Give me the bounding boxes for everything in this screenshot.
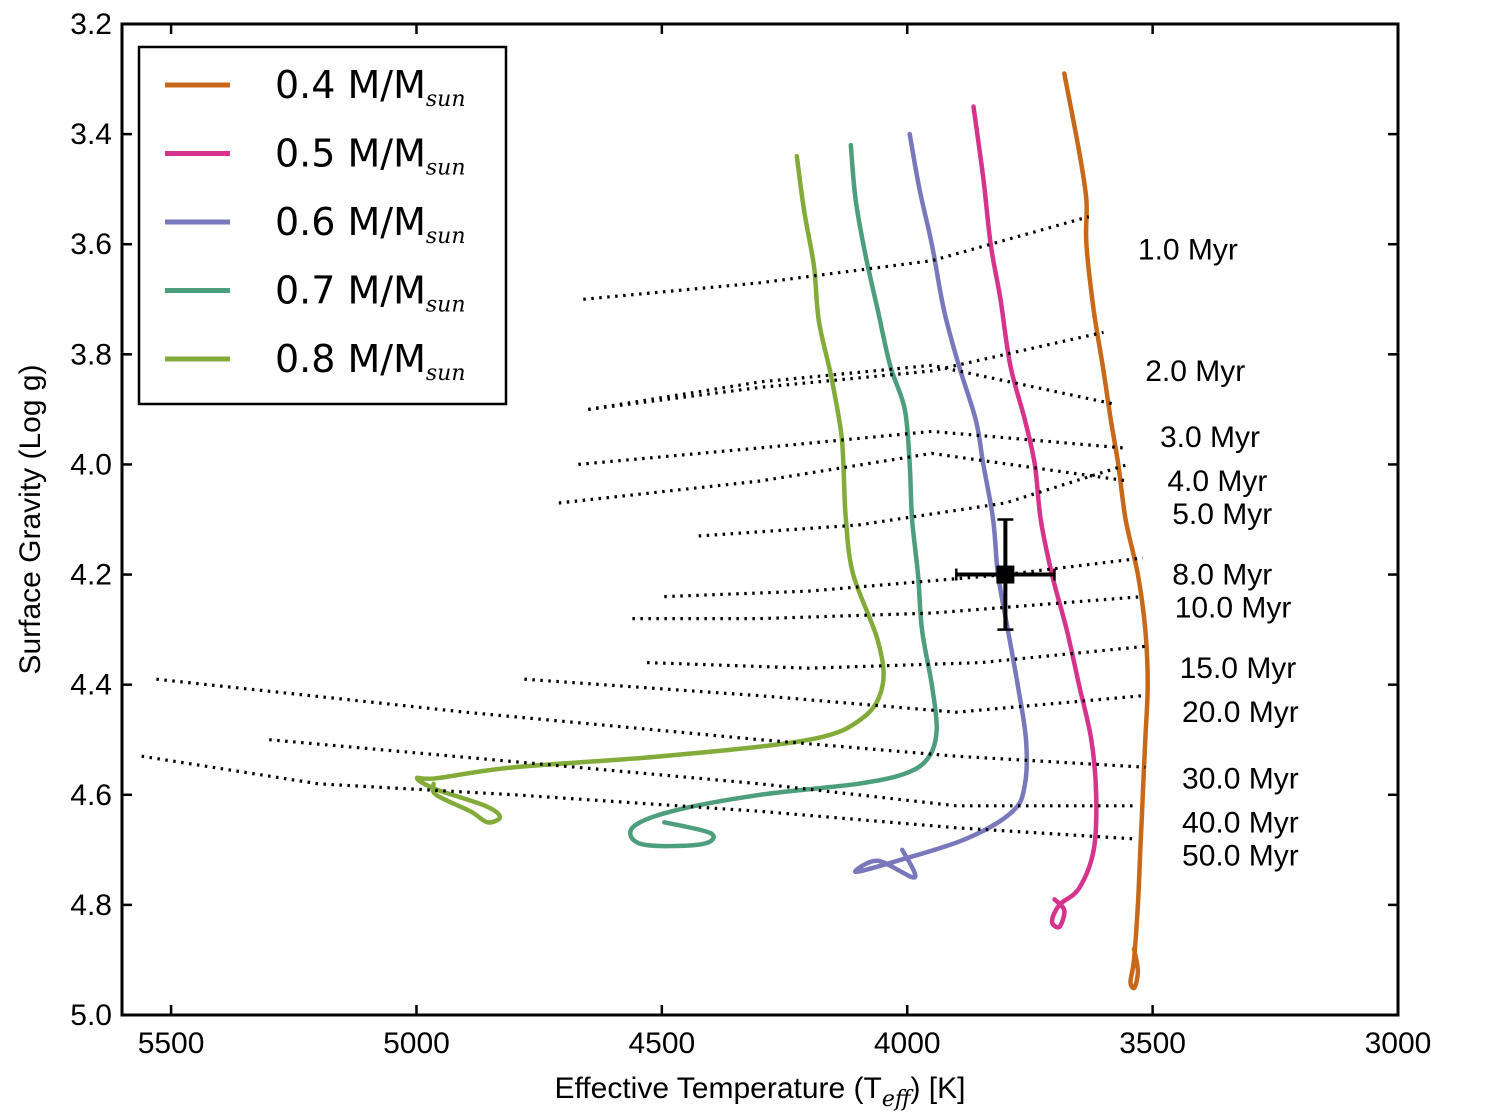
y-tick-label: 5.0: [70, 999, 112, 1032]
x-tick-label: 3500: [1119, 1027, 1186, 1060]
isochrone-label-40-0-myr: 40.0 Myr: [1182, 806, 1299, 839]
evolutionary-tracks: [414, 71, 1150, 991]
isochrone-label-20-0-myr: 20.0 Myr: [1182, 696, 1299, 729]
y-tick-label: 4.0: [70, 448, 112, 481]
y-tick-label: 4.8: [70, 889, 112, 922]
legend: 0.4 M/Msun 0.5 M/Msun 0.6 M/Msun 0.7 M/Msun…: [137, 45, 508, 406]
y-tick-label: 3.2: [70, 8, 112, 41]
x-tick-label: 3000: [1365, 1027, 1432, 1060]
isochrone-50-0-myr: [269, 738, 1138, 808]
isochrone-label-5-0-myr: 5.0 Myr: [1172, 498, 1272, 531]
legend-label: 0.4 M/Msun: [275, 63, 466, 112]
y-tick-label: 3.4: [70, 118, 112, 151]
isochrone-label-2-0-myr: 2.0 Myr: [1145, 355, 1245, 388]
y-axis-title: Surface Gravity (Log g): [14, 364, 47, 674]
y-tick-label: 4.6: [70, 779, 112, 812]
legend-label: 0.6 M/Msun: [275, 200, 466, 249]
isochrone-label-30-0-myr: 30.0 Myr: [1182, 762, 1299, 795]
plot-frame: [120, 22, 1400, 1017]
legend-label: 0.5 M/Msun: [275, 132, 466, 181]
y-tick-label: 4.2: [70, 559, 112, 592]
isochrone-2-0-myr: [587, 330, 1104, 411]
isochrone-label-50-0-myr: 50.0 Myr: [1182, 839, 1299, 872]
isochrone-unlabeled-12: [141, 754, 1134, 841]
isochrone-label-8-0-myr: 8.0 Myr: [1172, 559, 1272, 592]
isochrone-4-0-myr: [578, 429, 1124, 466]
isochrone-label-15-0-myr: 15.0 Myr: [1180, 652, 1297, 685]
track-0-4-m-m-sun: [1062, 71, 1150, 991]
x-tick-label: 5500: [138, 1027, 205, 1060]
isochrone-5-0-myr: [558, 451, 1129, 505]
measurement-errorbar: [955, 518, 1056, 631]
isochrone-8-0-myr: [698, 462, 1129, 538]
y-tick-label: 4.4: [70, 669, 112, 702]
isochrone-label-1-0-myr: 1.0 Myr: [1138, 234, 1238, 267]
x-tick-label: 4000: [874, 1027, 941, 1060]
track-0-8-m-m-sun: [414, 153, 886, 825]
isochrone-label-10-0-myr: 10.0 Myr: [1175, 592, 1292, 625]
isochrone-40-0-myr: [156, 677, 1146, 769]
y-axis-ticks: 3.2 3.4 3.6 3.8 4.0 4.2 4.4 4.6 4.8 5.0: [70, 8, 1398, 1032]
y-tick-label: 3.8: [70, 338, 112, 371]
isochrone-label-4-0-myr: 4.0 Myr: [1167, 465, 1267, 498]
x-tick-label: 5000: [383, 1027, 450, 1060]
isochrone-label-3-0-myr: 3.0 Myr: [1160, 421, 1260, 454]
measurement-point: [996, 565, 1015, 584]
track-0-6-m-m-sun: [853, 131, 1030, 880]
legend-box: [137, 45, 508, 406]
isochrone-20-0-myr: [647, 644, 1148, 670]
isochrone-3-0-myr: [587, 363, 1114, 411]
isochrone-lines: [141, 215, 1148, 841]
track-0-5-m-m-sun: [971, 104, 1099, 930]
x-axis-ticks: 5500 5000 4500 4000 3500 3000: [138, 24, 1432, 1060]
isochrone-30-0-myr: [524, 677, 1143, 714]
legend-label: 0.7 M/Msun: [275, 269, 466, 318]
x-tick-label: 4500: [628, 1027, 695, 1060]
legend-label: 0.8 M/Msun: [275, 337, 466, 386]
isochrone-1-0-myr: [583, 215, 1090, 301]
x-axis-title: Effective Temperature (Teff) [K]: [555, 1072, 966, 1112]
track-0-7-m-m-sun: [628, 142, 939, 849]
isochrone-15-0-myr: [632, 595, 1143, 621]
isochrone-10-0-myr: [664, 556, 1143, 599]
y-tick-label: 3.6: [70, 228, 112, 261]
